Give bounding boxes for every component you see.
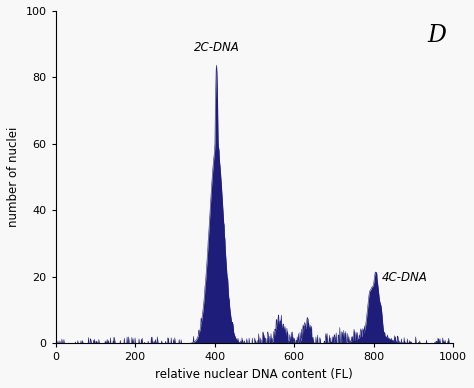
Text: 4C-DNA: 4C-DNA [382,270,427,284]
Text: 2C-DNA: 2C-DNA [194,41,239,54]
Text: D: D [428,24,447,47]
X-axis label: relative nuclear DNA content (FL): relative nuclear DNA content (FL) [155,368,353,381]
Y-axis label: number of nuclei: number of nuclei [7,127,20,227]
